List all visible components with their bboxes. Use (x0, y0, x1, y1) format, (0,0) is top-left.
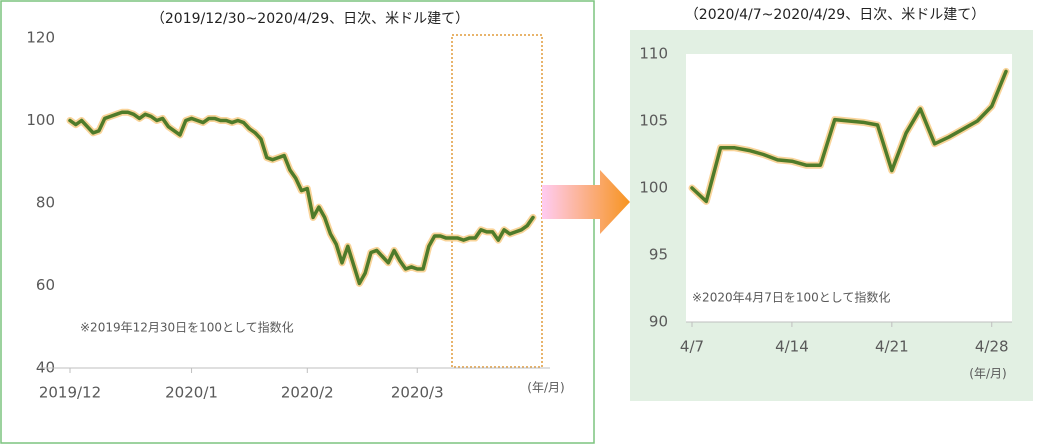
y-tick-label: 100 (26, 111, 55, 129)
x-tick-label: 2020/1 (165, 384, 218, 402)
arrow (542, 170, 630, 234)
line (690, 69, 1008, 204)
annotation: ※2019年12月30日を100として指数化 (80, 320, 294, 335)
x-tick-label: 2020/3 (391, 384, 444, 402)
chart-title: （2019/12/30~2020/4/29、日次、米ドル建て） (151, 11, 469, 27)
y-tick-label: 80 (36, 194, 55, 212)
x-tick-label: 4/7 (680, 338, 704, 356)
y-tick-label: 110 (639, 45, 668, 63)
y-tick-label: 105 (639, 112, 668, 130)
y-tick-label: 100 (639, 179, 668, 197)
x-tick-label: 4/14 (775, 338, 809, 356)
y-tick-label: 60 (36, 276, 55, 294)
y-tick-label: 95 (649, 246, 668, 264)
x-tick-label: 4/21 (875, 338, 909, 356)
y-tick-label: 90 (649, 313, 668, 331)
chart-title: （2020/4/7~2020/4/29、日次、米ドル建て） (685, 7, 985, 23)
plot-area (686, 54, 1012, 322)
line (68, 110, 535, 286)
annotation: ※2020年4月7日を100として指数化 (692, 290, 890, 305)
left-panel (0, 0, 595, 444)
x-tick-label: 2020/2 (281, 384, 334, 402)
x-tick-label: 4/28 (975, 338, 1009, 356)
y-tick-label: 120 (26, 29, 55, 47)
x-tick-label: 2019/12 (39, 384, 101, 402)
x-unit: (年/月) (969, 367, 1006, 381)
x-unit: (年/月) (527, 381, 564, 395)
